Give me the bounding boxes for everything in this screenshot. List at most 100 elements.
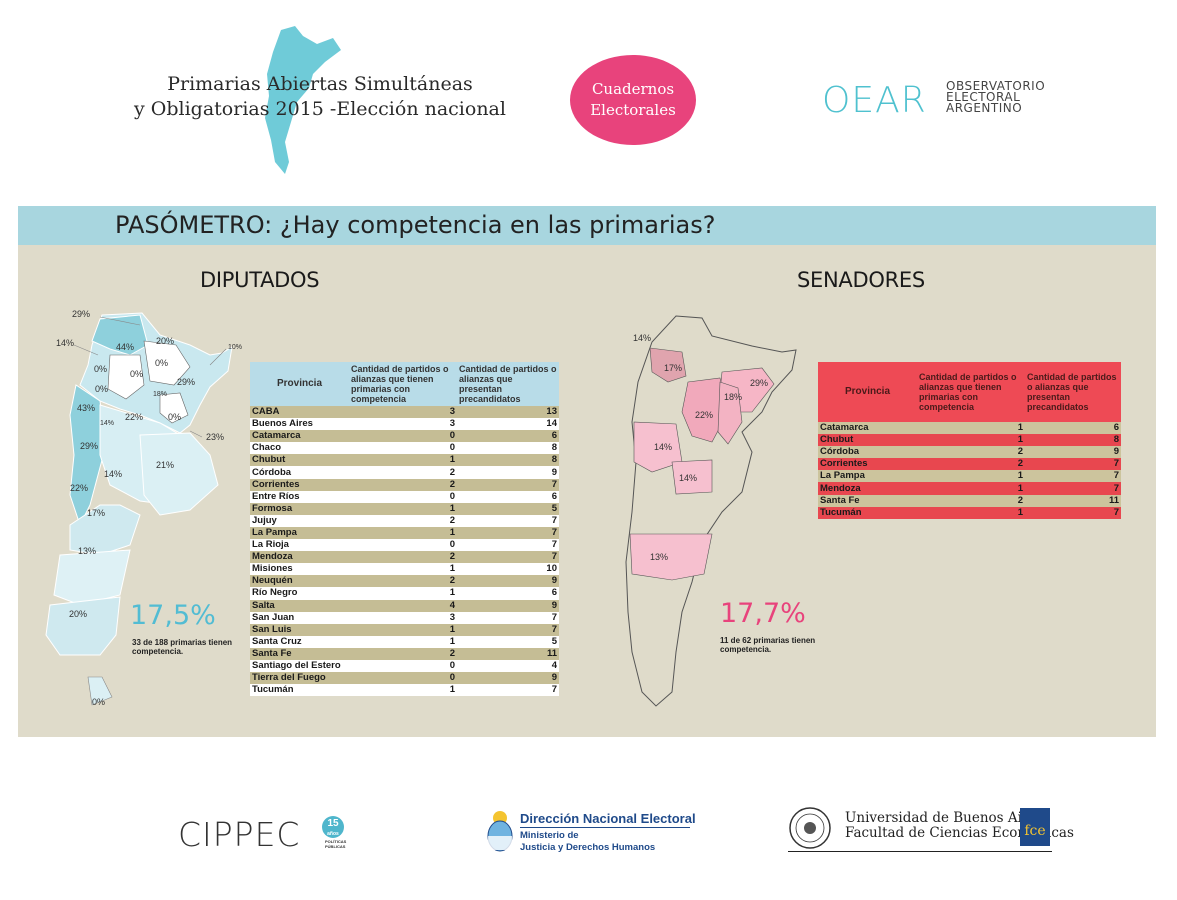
province-cell: Formosa <box>250 502 349 515</box>
province-cell: Córdoba <box>250 466 349 479</box>
dip-map-label: 20% <box>69 609 88 619</box>
table-row: Tucumán 1 7 <box>250 684 559 697</box>
province-cell: Tierra del Fuego <box>250 672 349 685</box>
precandidatos-cell: 9 <box>457 575 559 588</box>
competencia-cell: 4 <box>349 599 457 612</box>
competencia-cell: 1 <box>349 684 457 697</box>
dip-map-label: 21% <box>156 460 175 470</box>
precandidatos-cell: 7 <box>457 551 559 564</box>
map-region-south-3 <box>45 596 121 656</box>
fce-logo: fce <box>1020 808 1050 846</box>
senadores-note: 11 de 62 primarias tienen competencia. <box>720 636 815 654</box>
sen-header-precandidatos: Cantidad de partidos o alianzas que pres… <box>1025 362 1121 422</box>
table-row: Córdoba 2 9 <box>818 446 1121 459</box>
map-region-chubut <box>629 533 713 581</box>
precandidatos-cell: 11 <box>1025 494 1121 507</box>
table-row: San Juan 3 7 <box>250 611 559 624</box>
province-cell: Chubut <box>250 454 349 467</box>
table-row: Santiago del Estero 0 4 <box>250 659 559 673</box>
precandidatos-cell: 9 <box>1025 446 1121 459</box>
province-cell: San Luis <box>250 623 349 636</box>
argentina-silhouette-logo <box>265 26 341 174</box>
precandidatos-cell: 5 <box>457 635 559 648</box>
dip-note-line-1: 33 de 188 primarias tienen <box>132 638 233 647</box>
senadores-table-container: Provincia Cantidad de partidos o alianza… <box>818 362 1121 519</box>
table-row: San Luis 1 7 <box>250 623 559 636</box>
diputados-title: DIPUTADOS <box>200 268 320 292</box>
dip-map-label: 20% <box>156 336 175 346</box>
competencia-cell: 2 <box>349 466 457 479</box>
uba-line-2: Facultad de Ciencias Económicas <box>845 825 1074 841</box>
table-row: Santa Cruz 1 5 <box>250 635 559 648</box>
cippec-badge: 15 años <box>322 816 344 838</box>
dip-map-label: 0% <box>130 369 144 379</box>
province-cell: Entre Ríos <box>250 490 349 503</box>
table-row: Catamarca 0 6 <box>250 430 559 443</box>
competencia-cell: 2 <box>349 478 457 491</box>
dip-map-label: 17% <box>87 508 106 518</box>
sen-map-label: 13% <box>650 552 669 562</box>
precandidatos-cell: 9 <box>457 466 559 479</box>
precandidatos-cell: 7 <box>457 514 559 527</box>
competencia-cell: 1 <box>349 587 457 600</box>
province-cell: Santiago del Estero <box>250 659 349 673</box>
table-row: Santa Fe 2 11 <box>250 647 559 660</box>
dip-map-label: 14% <box>56 338 75 348</box>
dip-map-label: 18% <box>153 391 168 398</box>
province-cell: Catamarca <box>250 430 349 443</box>
precandidatos-cell: 7 <box>457 478 559 491</box>
precandidatos-cell: 7 <box>1025 482 1121 495</box>
diputados-table: Provincia Cantidad de partidos o alianza… <box>250 362 559 697</box>
dip-map-label: 0% <box>92 697 106 707</box>
dip-note-line-2: competencia. <box>132 647 184 656</box>
dip-map-label: 29% <box>177 377 196 387</box>
table-row: CABA 3 13 <box>250 406 559 419</box>
precandidatos-cell: 10 <box>457 563 559 576</box>
competencia-cell: 0 <box>349 490 457 503</box>
dip-map-label: 0% <box>168 412 182 422</box>
competencia-cell: 1 <box>349 454 457 467</box>
senadores-big-pct: 17,7% <box>720 598 806 629</box>
competencia-cell: 2 <box>349 647 457 660</box>
dne-line-2: Justicia y Derechos Humanos <box>520 842 656 853</box>
map-region-south-1 <box>69 504 141 556</box>
map-region-white-3 <box>159 392 189 424</box>
competencia-cell: 1 <box>917 434 1025 447</box>
dip-map-label: 43% <box>77 403 96 413</box>
sen-map-label: 29% <box>750 378 769 388</box>
sen-table-body: Catamarca 1 6 Chubut 1 8 Córdoba 2 9 Corrientes 2 7… <box>818 422 1121 519</box>
province-cell: Corrientes <box>818 458 917 471</box>
table-row: Entre Ríos 0 6 <box>250 490 559 503</box>
province-cell: Tucumán <box>250 684 349 697</box>
competencia-cell: 1 <box>349 635 457 648</box>
dip-map-label: 22% <box>70 483 89 493</box>
table-row: Chaco 0 8 <box>250 442 559 455</box>
table-row: Misiones 1 10 <box>250 563 559 576</box>
province-cell: La Pampa <box>250 526 349 540</box>
oear-line-1: OBSERVATORIO <box>946 79 1046 93</box>
precandidatos-cell: 6 <box>457 587 559 600</box>
dip-header-provincia: Provincia <box>250 362 349 406</box>
title-line-1: Primarias Abiertas Simultáneas <box>167 73 473 95</box>
map-region-mendoza <box>633 421 683 473</box>
map-region-catamarca <box>649 347 687 383</box>
senadores-table: Provincia Cantidad de partidos o alianza… <box>818 362 1121 519</box>
uba-seal-icon <box>789 807 831 849</box>
precandidatos-cell: 4 <box>457 659 559 673</box>
dip-header-precandidatos: Cantidad de partidos o alianzas que pres… <box>457 362 559 406</box>
competencia-cell: 1 <box>917 506 1025 519</box>
competencia-cell: 2 <box>917 446 1025 459</box>
competencia-cell: 0 <box>349 442 457 455</box>
map-outline <box>625 315 797 707</box>
sen-note-line-1: 11 de 62 primarias tienen <box>720 636 816 645</box>
province-cell: Chubut <box>818 434 917 447</box>
map-region-buenos-aires <box>139 432 219 516</box>
province-cell: Río Negro <box>250 587 349 600</box>
province-cell: Santa Fe <box>818 494 917 507</box>
dip-map-label: 29% <box>80 441 99 451</box>
province-cell: Catamarca <box>818 422 917 435</box>
table-row: Río Negro 1 6 <box>250 587 559 600</box>
province-cell: Córdoba <box>818 446 917 459</box>
dne-ministry: Ministerio de Justicia y Derechos Humano… <box>520 830 655 854</box>
table-row: Formosa 1 5 <box>250 502 559 515</box>
